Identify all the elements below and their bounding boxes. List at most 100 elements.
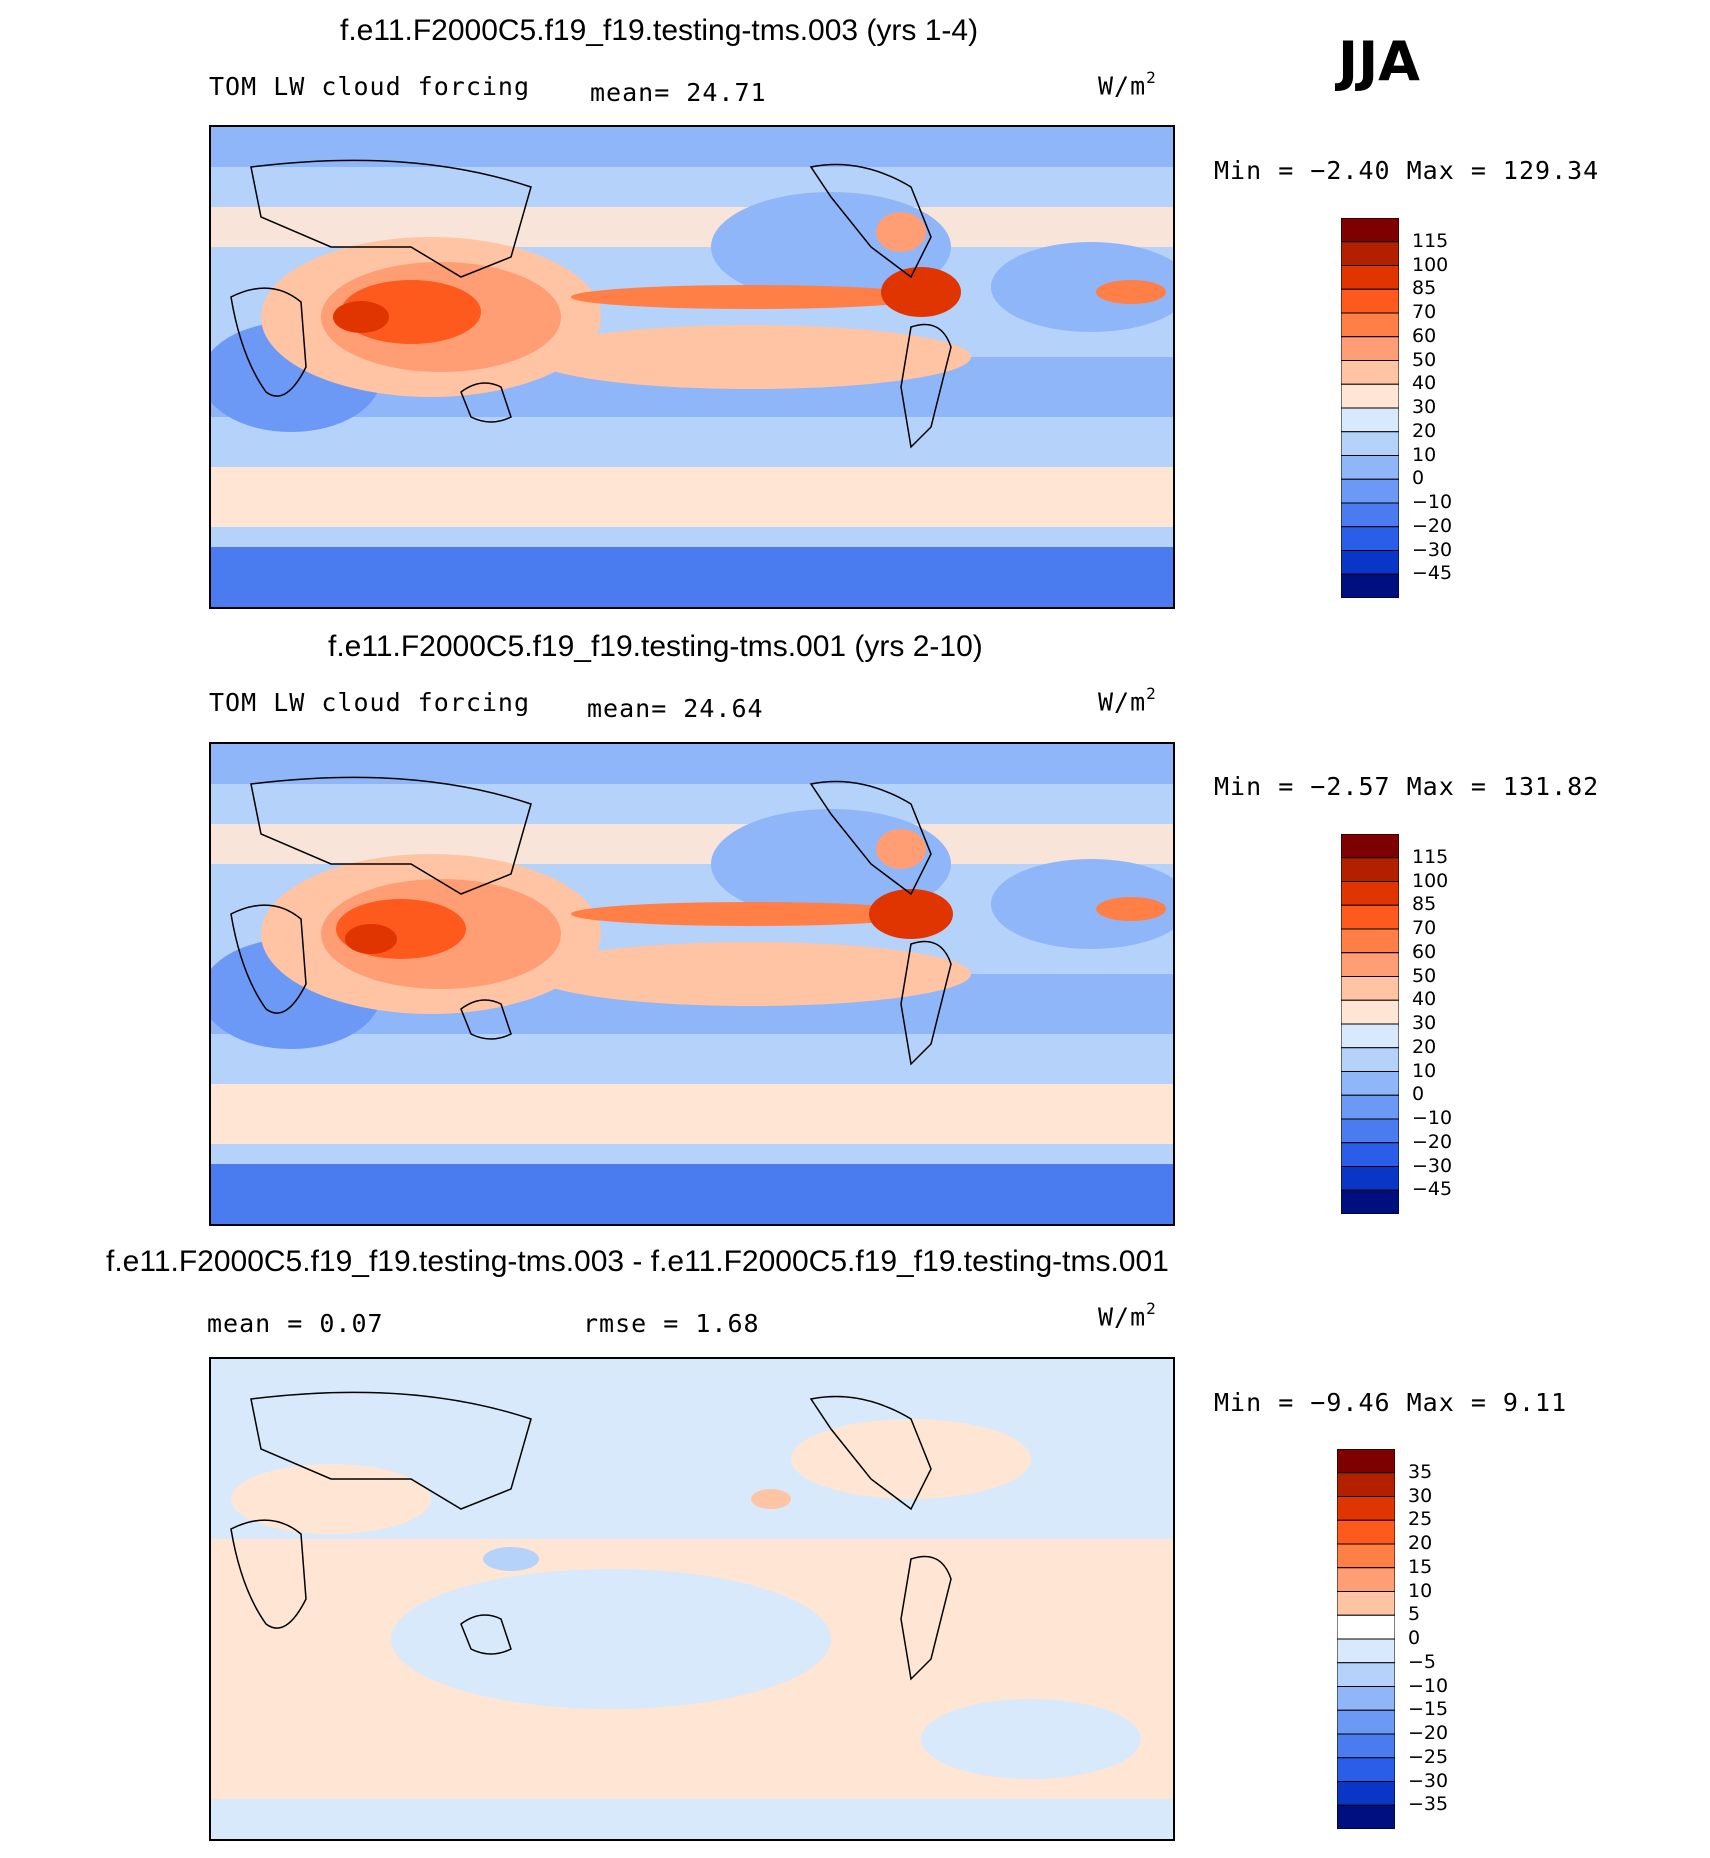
colorbar-tick-label: 20 [1408, 1532, 1433, 1554]
colorbar-cell [1340, 1023, 1400, 1049]
colorbar-tick-label: 100 [1412, 869, 1449, 892]
colorbar-tick-label: 100 [1412, 253, 1449, 276]
colorbar-cell [1340, 1047, 1400, 1072]
colorbar-tick-label: 50 [1412, 964, 1437, 987]
colorbar-tick-label: 115 [1412, 229, 1449, 252]
panel2-itcz-core [571, 902, 931, 926]
panel1-units: W/m2 [1098, 68, 1157, 101]
colorbar-tick-label: 15 [1408, 1555, 1433, 1578]
panel1-namerica-outline [809, 163, 932, 279]
colorbar-cell [1336, 1614, 1396, 1640]
panel2-antarctic [211, 1164, 1173, 1224]
panel3-title: f.e11.F2000C5.f19_f19.testing-tms.003 - … [106, 1245, 1169, 1278]
colorbar-tick-label: 85 [1412, 893, 1437, 916]
colorbar-tick-label: −30 [1412, 1154, 1453, 1177]
panel1-natl-low [991, 242, 1173, 332]
colorbar-tick-label: −15 [1408, 1698, 1449, 1721]
panel1-map [209, 125, 1175, 609]
colorbar-cell [1340, 1118, 1400, 1144]
colorbar-tick-label: 70 [1412, 301, 1437, 323]
panel2-minmax: Min = −2.57 Max = 131.82 [1214, 772, 1600, 801]
colorbar-cell [1336, 1591, 1396, 1616]
colorbar-tick-label: −45 [1412, 1178, 1453, 1201]
panel1-itcz-outer [531, 325, 971, 389]
panel2-atl-itcz [1096, 897, 1166, 921]
panel3-cool-patch-1 [391, 1569, 831, 1709]
colorbar-tick-label: 60 [1412, 940, 1437, 963]
panel1-title: f.e11.F2000C5.f19_f19.testing-tms.003 (y… [340, 14, 979, 47]
colorbar-cell [1340, 952, 1400, 977]
panel1-bay-bengal [333, 301, 389, 333]
colorbar-tick-label: 10 [1412, 443, 1437, 466]
colorbar-tick-label: 0 [1408, 1627, 1421, 1649]
colorbar-cell [1340, 573, 1400, 599]
colorbar-cell [1340, 1189, 1400, 1215]
panel3-eurasia-outline [250, 1391, 532, 1510]
colorbar-tick-label: 30 [1412, 396, 1437, 418]
panel3-warm-spot [751, 1489, 791, 1509]
colorbar-tick-label: 40 [1412, 988, 1437, 1011]
panel2-sh-midlat [211, 1084, 1173, 1144]
panel3-colorbar [1336, 1448, 1396, 1830]
colorbar-cell [1336, 1709, 1396, 1735]
panel3-cool-patch-2 [921, 1699, 1141, 1779]
colorbar-cell [1340, 833, 1400, 859]
colorbar-tick-label: 20 [1412, 1035, 1437, 1058]
panel2-bay-bengal [345, 924, 397, 954]
colorbar-cell [1340, 288, 1400, 314]
colorbar-tick-label: 30 [1408, 1484, 1433, 1507]
panel1-variable: TOM LW cloud forcing [209, 72, 531, 101]
colorbar-cell [1336, 1567, 1396, 1592]
panel1-antarctic [211, 547, 1173, 607]
panel2-mean: mean= 24.64 [587, 694, 764, 723]
season-label: JJA [1338, 30, 1420, 93]
panel3-australia-outline [460, 1614, 512, 1655]
panel3-namerica-outline [809, 1395, 932, 1511]
colorbar-tick-label: 50 [1412, 348, 1437, 371]
panel1-colorbar [1340, 217, 1400, 599]
colorbar-cell [1336, 1448, 1396, 1474]
panel1-panama [881, 267, 961, 317]
panel2-title: f.e11.F2000C5.f19_f19.testing-tms.001 (y… [328, 630, 983, 663]
panel3-colorbar-svg [1336, 1448, 1396, 1830]
colorbar-cell [1340, 550, 1400, 575]
panel1-itcz-core [571, 285, 931, 309]
panel3-units: W/m2 [1098, 1299, 1157, 1332]
panel2-units: W/m2 [1098, 684, 1157, 717]
colorbar-tick-label: 35 [1408, 1460, 1433, 1483]
colorbar-tick-label: 0 [1412, 1083, 1425, 1106]
panel2-colorbar [1340, 833, 1400, 1215]
panel1-eurasia-outline [250, 159, 532, 278]
colorbar-cell [1336, 1757, 1396, 1782]
colorbar-tick-label: −20 [1412, 514, 1453, 537]
colorbar-cell [1340, 1142, 1400, 1167]
colorbar-tick-label: 115 [1412, 845, 1449, 868]
colorbar-cell [1340, 928, 1400, 954]
colorbar-cell [1340, 265, 1400, 290]
colorbar-tick-label: 70 [1412, 917, 1437, 939]
colorbar-tick-label: 10 [1412, 1059, 1437, 1082]
panel2-us-se [876, 829, 926, 869]
colorbar-cell [1340, 431, 1400, 456]
colorbar-tick-label: 10 [1408, 1579, 1433, 1602]
panel1-minmax: Min = −2.40 Max = 129.34 [1214, 156, 1600, 185]
panel2-eurasia-outline [250, 776, 532, 895]
panel1-map-svg [211, 127, 1173, 607]
colorbar-tick-label: 40 [1412, 372, 1437, 395]
colorbar-tick-label: 60 [1412, 324, 1437, 347]
colorbar-tick-label: −30 [1412, 538, 1453, 561]
colorbar-cell [1340, 976, 1400, 1001]
colorbar-tick-label: 5 [1408, 1603, 1421, 1626]
colorbar-cell [1340, 1071, 1400, 1096]
panel1-atl-itcz [1096, 280, 1166, 304]
colorbar-tick-label: −30 [1408, 1769, 1449, 1792]
panel2-panama [869, 889, 953, 939]
colorbar-cell [1340, 999, 1400, 1025]
panel3-samerica-outline [900, 1555, 952, 1681]
colorbar-cell [1340, 904, 1400, 930]
colorbar-cell [1340, 881, 1400, 906]
panel1-mean: mean= 24.71 [590, 78, 767, 107]
colorbar-cell [1340, 1166, 1400, 1191]
colorbar-cell [1340, 360, 1400, 385]
colorbar-cell [1336, 1781, 1396, 1806]
